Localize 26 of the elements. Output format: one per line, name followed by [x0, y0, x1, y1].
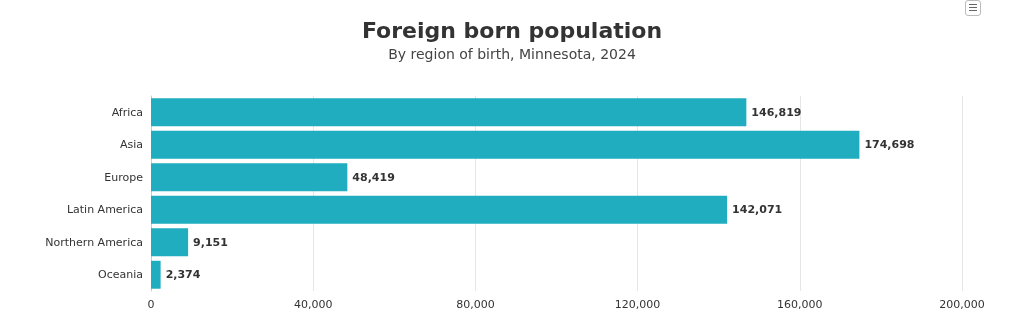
- y-tick-label: Oceania: [98, 268, 143, 282]
- x-tick-label: 80,000: [456, 298, 495, 311]
- data-label: 146,819: [751, 105, 802, 119]
- bar: [151, 260, 161, 289]
- bar: [151, 228, 189, 257]
- bar: [151, 195, 728, 224]
- x-tick-label: 200,000: [939, 298, 985, 311]
- x-tick-label: 0: [147, 298, 155, 311]
- data-label: 9,151: [193, 235, 228, 249]
- y-tick-label: Europe: [104, 170, 144, 184]
- data-label: 48,419: [352, 170, 395, 184]
- chart-subtitle: By region of birth, Minnesota, 2024: [388, 46, 636, 62]
- y-tick-label: Northern America: [45, 235, 143, 249]
- y-tick-label: Asia: [119, 138, 143, 152]
- data-label: 174,698: [864, 138, 915, 152]
- bar: [151, 98, 747, 127]
- y-tick-label: Latin America: [66, 203, 143, 217]
- data-label: 142,071: [732, 203, 783, 217]
- bar: [151, 163, 348, 192]
- x-tick-label: 120,000: [614, 298, 661, 311]
- x-tick-label: 160,000: [777, 298, 823, 311]
- chart-title: Foreign born population: [361, 17, 663, 43]
- x-tick-label: 40,000: [293, 298, 333, 311]
- y-tick-label: Africa: [111, 105, 143, 119]
- bar: [151, 130, 860, 159]
- data-label: 2,374: [165, 268, 201, 282]
